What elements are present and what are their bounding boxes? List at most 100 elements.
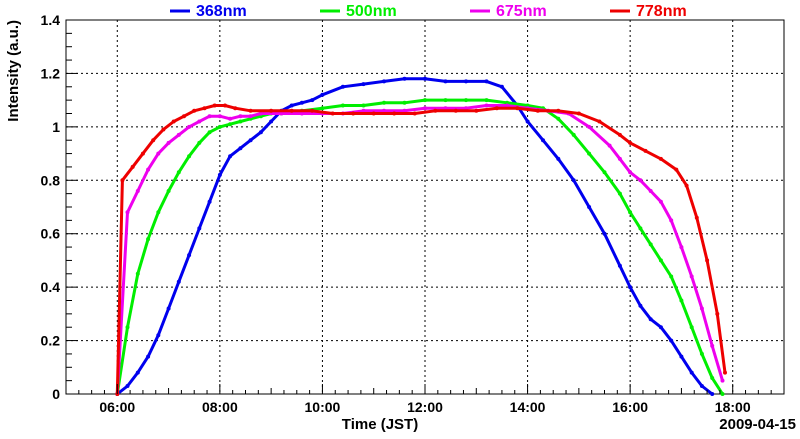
data-point [176, 132, 181, 137]
data-point [699, 351, 704, 356]
data-point [340, 84, 345, 89]
data-point [197, 119, 202, 124]
data-point [125, 384, 130, 388]
data-point [607, 143, 612, 148]
data-point [638, 303, 643, 308]
data-point [484, 98, 489, 103]
y-tick-label: 0 [52, 386, 60, 402]
data-point [423, 106, 427, 111]
data-point [192, 108, 197, 113]
legend-item: 778nm [610, 3, 687, 20]
legend: 368nm 500nm 675nm 778nm [170, 3, 687, 20]
data-point [156, 333, 161, 338]
data-point [617, 156, 622, 161]
data-point [587, 151, 592, 156]
data-point [330, 111, 335, 116]
data-point [699, 384, 704, 388]
data-point [679, 354, 684, 359]
data-point [535, 108, 540, 113]
data-point [212, 103, 217, 108]
data-point [125, 210, 130, 215]
data-point [443, 98, 448, 103]
data-point [289, 103, 294, 108]
data-point [699, 306, 704, 311]
data-point [146, 237, 151, 242]
data-point [648, 317, 653, 322]
data-point [423, 98, 427, 103]
data-point [556, 116, 561, 121]
series-675nm [115, 103, 725, 396]
data-point [187, 253, 192, 258]
data-point [443, 79, 448, 84]
data-point [710, 343, 715, 348]
data-point [197, 226, 202, 231]
data-point [361, 82, 366, 87]
x-tick-label: 12:00 [407, 399, 443, 415]
x-tick-label: 10:00 [305, 399, 341, 415]
data-point [269, 119, 274, 124]
x-tick-label: 16:00 [612, 399, 648, 415]
data-point [161, 127, 166, 132]
data-point [371, 111, 376, 116]
data-point [228, 116, 233, 121]
legend-label: 778nm [636, 3, 687, 20]
data-point [412, 111, 417, 116]
data-point [402, 100, 407, 105]
data-point [602, 170, 607, 175]
data-point [135, 271, 140, 276]
legend-label: 500nm [346, 3, 397, 20]
data-point [453, 108, 458, 113]
y-tick-label: 1.4 [41, 12, 61, 28]
data-point [392, 111, 397, 116]
data-point [602, 231, 607, 236]
data-point [689, 274, 694, 279]
data-point [361, 108, 366, 113]
data-point [643, 148, 648, 153]
y-tick-label: 1.2 [41, 65, 61, 81]
data-point [484, 79, 489, 84]
data-point [571, 132, 576, 137]
x-tick-label: 18:00 [715, 399, 751, 415]
data-point [617, 263, 622, 268]
data-point [658, 325, 663, 330]
data-point [187, 124, 192, 129]
x-axis-title: Time (JST) [342, 416, 418, 433]
data-point [402, 108, 407, 113]
data-point [423, 76, 427, 81]
y-tick-label: 0.6 [41, 226, 61, 242]
data-point [207, 199, 212, 204]
data-point [494, 106, 499, 111]
data-point [658, 156, 663, 161]
data-point [525, 119, 530, 124]
series-layer [115, 76, 727, 396]
data-point [269, 108, 274, 113]
data-point [310, 98, 315, 103]
data-point [628, 170, 633, 175]
data-point [464, 106, 468, 111]
data-point [715, 311, 720, 316]
data-point [433, 108, 438, 113]
data-point [474, 108, 479, 113]
data-point [289, 108, 294, 113]
data-point [351, 111, 356, 116]
data-point [166, 140, 171, 145]
data-point [499, 84, 504, 89]
data-point [628, 140, 633, 145]
data-point [299, 100, 304, 105]
data-point [669, 338, 674, 343]
data-point [217, 114, 222, 119]
data-point [515, 106, 520, 111]
data-point [248, 108, 253, 113]
data-point [443, 106, 448, 111]
data-point [505, 103, 510, 108]
y-tick-label: 0.2 [41, 333, 61, 349]
data-point [120, 178, 125, 183]
data-point [648, 242, 653, 247]
data-point [146, 354, 151, 359]
data-point [223, 103, 227, 108]
legend-item: 368nm [170, 3, 247, 20]
legend-item: 500nm [320, 3, 397, 20]
x-tick-label: 08:00 [202, 399, 238, 415]
data-point [402, 76, 407, 81]
data-point [238, 119, 243, 124]
